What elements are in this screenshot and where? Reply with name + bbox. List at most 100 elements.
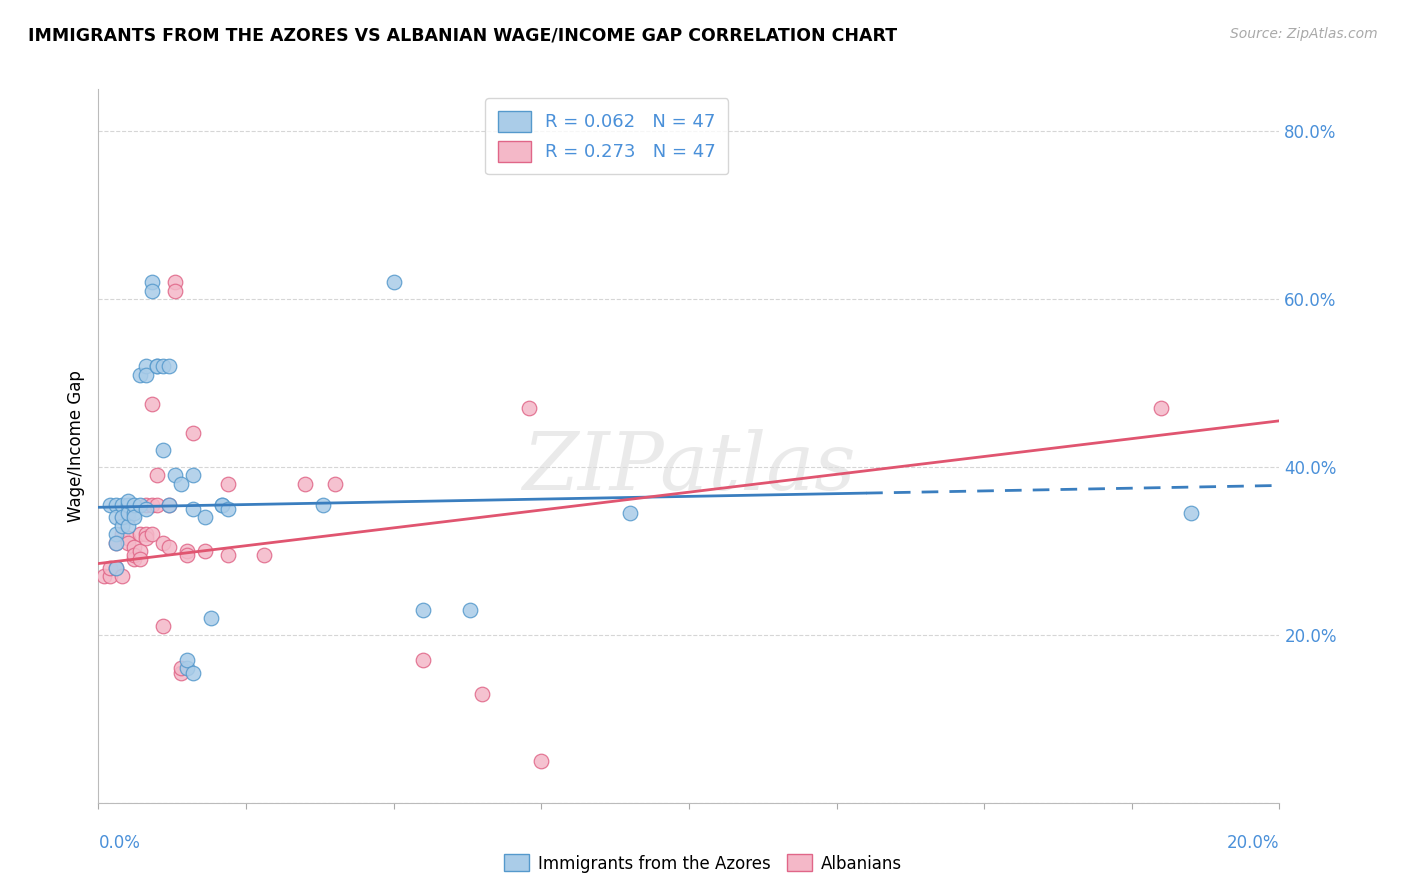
Text: Source: ZipAtlas.com: Source: ZipAtlas.com: [1230, 27, 1378, 41]
Legend: Immigrants from the Azores, Albanians: Immigrants from the Azores, Albanians: [498, 847, 908, 880]
Point: [211, 498, 233, 512]
Point: [619, 506, 641, 520]
Y-axis label: Wage/Income Gap: Wage/Income Gap: [66, 370, 84, 522]
Point: [176, 661, 198, 675]
Point: [157, 498, 180, 512]
Point: [530, 754, 553, 768]
Text: 0.0%: 0.0%: [98, 834, 141, 852]
Point: [128, 498, 150, 512]
Point: [105, 527, 128, 541]
Point: [1180, 506, 1202, 520]
Text: 20.0%: 20.0%: [1227, 834, 1279, 852]
Point: [122, 548, 145, 562]
Point: [170, 476, 193, 491]
Point: [412, 653, 434, 667]
Point: [117, 532, 139, 546]
Point: [111, 569, 134, 583]
Legend: R = 0.062   N = 47, R = 0.273   N = 47: R = 0.062 N = 47, R = 0.273 N = 47: [485, 98, 728, 174]
Point: [412, 603, 434, 617]
Point: [181, 502, 204, 516]
Point: [152, 619, 174, 633]
Point: [181, 426, 204, 441]
Point: [105, 535, 128, 549]
Point: [146, 468, 169, 483]
Point: [157, 359, 180, 374]
Point: [176, 653, 198, 667]
Point: [111, 498, 134, 512]
Point: [98, 498, 121, 512]
Point: [157, 540, 180, 554]
Point: [460, 603, 482, 617]
Point: [128, 552, 150, 566]
Point: [200, 611, 222, 625]
Point: [152, 535, 174, 549]
Point: [146, 359, 169, 374]
Point: [253, 548, 276, 562]
Point: [105, 535, 128, 549]
Point: [176, 548, 198, 562]
Point: [122, 510, 145, 524]
Point: [98, 560, 121, 574]
Point: [471, 687, 494, 701]
Point: [294, 476, 316, 491]
Point: [117, 510, 139, 524]
Point: [141, 284, 163, 298]
Point: [111, 510, 134, 524]
Point: [141, 397, 163, 411]
Point: [135, 502, 157, 516]
Point: [217, 502, 239, 516]
Point: [382, 275, 405, 289]
Point: [165, 284, 187, 298]
Text: ZIPatlas: ZIPatlas: [522, 429, 856, 506]
Point: [170, 661, 193, 675]
Point: [211, 498, 233, 512]
Point: [122, 552, 145, 566]
Point: [176, 544, 198, 558]
Point: [157, 498, 180, 512]
Point: [181, 468, 204, 483]
Point: [117, 493, 139, 508]
Point: [135, 368, 157, 382]
Point: [1150, 401, 1173, 416]
Point: [105, 498, 128, 512]
Point: [165, 468, 187, 483]
Point: [323, 476, 346, 491]
Point: [128, 368, 150, 382]
Point: [146, 359, 169, 374]
Point: [122, 540, 145, 554]
Text: IMMIGRANTS FROM THE AZORES VS ALBANIAN WAGE/INCOME GAP CORRELATION CHART: IMMIGRANTS FROM THE AZORES VS ALBANIAN W…: [28, 27, 897, 45]
Point: [122, 506, 145, 520]
Point: [111, 510, 134, 524]
Point: [152, 443, 174, 458]
Point: [141, 527, 163, 541]
Point: [170, 665, 193, 680]
Point: [146, 498, 169, 512]
Point: [117, 535, 139, 549]
Point: [519, 401, 541, 416]
Point: [194, 510, 217, 524]
Point: [312, 498, 335, 512]
Point: [128, 544, 150, 558]
Point: [181, 665, 204, 680]
Point: [105, 560, 128, 574]
Point: [135, 498, 157, 512]
Point: [141, 275, 163, 289]
Point: [117, 498, 139, 512]
Point: [98, 569, 121, 583]
Point: [152, 359, 174, 374]
Point: [135, 527, 157, 541]
Point: [111, 527, 134, 541]
Point: [194, 544, 217, 558]
Point: [93, 569, 115, 583]
Point: [105, 510, 128, 524]
Point: [165, 275, 187, 289]
Point: [111, 518, 134, 533]
Point: [141, 498, 163, 512]
Point: [122, 498, 145, 512]
Point: [217, 476, 239, 491]
Point: [105, 560, 128, 574]
Point: [217, 548, 239, 562]
Point: [135, 359, 157, 374]
Point: [117, 518, 139, 533]
Point: [117, 506, 139, 520]
